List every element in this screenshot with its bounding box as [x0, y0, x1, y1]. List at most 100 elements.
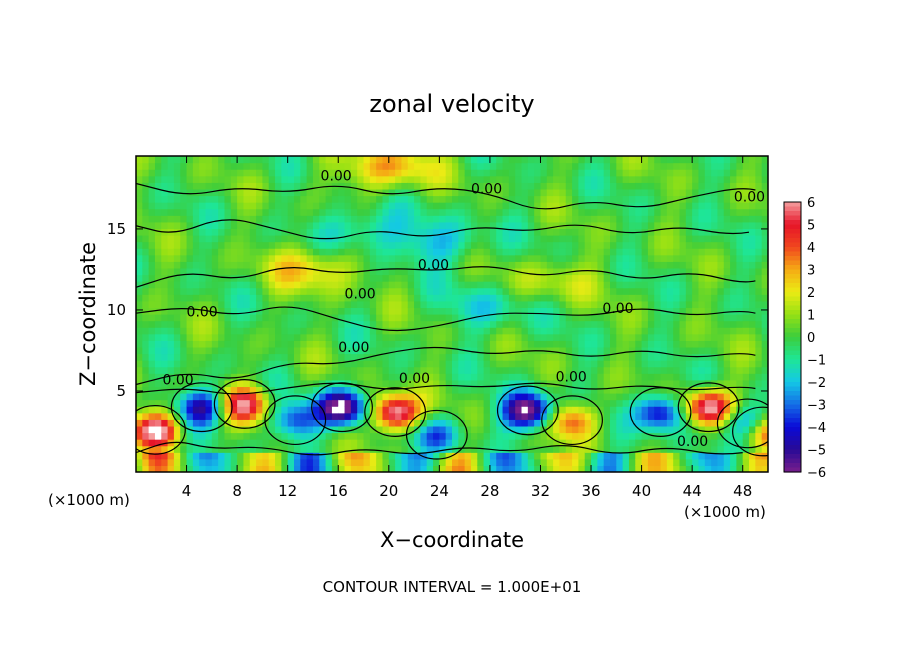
heat-cell: [154, 314, 162, 322]
heat-cell: [167, 327, 175, 335]
heat-cell: [508, 333, 516, 341]
heat-cell: [572, 287, 579, 295]
heat-cell: [711, 419, 719, 427]
colorbar-band: [784, 256, 801, 262]
heat-cell: [312, 379, 320, 388]
heat-cell: [249, 228, 257, 236]
heat-cell: [591, 274, 598, 282]
heat-cell: [331, 425, 339, 434]
heat-cell: [249, 353, 257, 361]
heat-cell: [237, 406, 245, 414]
heat-cell: [243, 208, 251, 216]
heat-cell: [167, 314, 175, 322]
heat-cell: [249, 386, 257, 394]
heat-cell: [199, 274, 207, 282]
heat-cell: [142, 294, 150, 302]
heat-cell: [458, 439, 466, 447]
heat-cell: [698, 439, 706, 447]
heat-cell: [445, 458, 453, 467]
heat-cell: [426, 399, 434, 407]
heat-cell: [186, 254, 194, 262]
heat-cell: [559, 399, 567, 407]
heat-cell: [641, 162, 649, 170]
heat-cell: [426, 281, 434, 289]
heat-cell: [312, 333, 320, 341]
heat-cell: [502, 340, 510, 348]
heat-cell: [376, 379, 384, 388]
heat-cell: [464, 195, 472, 203]
heat-cell: [584, 156, 592, 164]
heat-cell: [369, 327, 377, 335]
heat-cell: [211, 300, 219, 309]
heat-cell: [736, 346, 744, 355]
heat-cell: [325, 314, 333, 322]
colorbar-band: [784, 337, 801, 343]
heat-cell: [527, 195, 535, 203]
heat-cell: [698, 327, 706, 335]
heat-cell: [154, 399, 162, 407]
heat-cell: [635, 215, 643, 223]
heat-cell: [711, 267, 719, 276]
heat-cell: [477, 353, 485, 361]
heat-cell: [167, 412, 175, 420]
heat-cell: [559, 340, 567, 348]
heat-cell: [502, 406, 510, 414]
heat-cell: [723, 399, 731, 407]
heat-cell: [136, 432, 143, 440]
heat-cell: [610, 432, 617, 440]
heat-cell: [458, 241, 466, 249]
heat-cell: [211, 465, 219, 472]
heat-cell: [376, 235, 384, 243]
heat-cell: [249, 221, 257, 230]
heat-cell: [161, 175, 169, 183]
heat-cell: [755, 208, 763, 216]
heat-cell: [704, 406, 712, 414]
heat-cell: [224, 393, 232, 401]
heat-cell: [186, 208, 194, 216]
heat-cell: [407, 346, 415, 355]
heat-cell: [350, 412, 358, 420]
heat-cell: [401, 432, 409, 440]
heat-cell: [622, 300, 630, 309]
heat-cell: [180, 314, 188, 322]
heat-cell: [363, 346, 371, 355]
heat-cell: [388, 267, 396, 276]
heat-cell: [673, 439, 681, 447]
heat-cell: [730, 366, 737, 374]
heat-cell: [540, 307, 548, 315]
heat-cell: [641, 208, 649, 216]
heat-cell: [249, 156, 257, 164]
heat-cell: [692, 412, 700, 420]
heat-cell: [616, 175, 624, 183]
heat-cell: [565, 386, 573, 394]
heat-cell: [597, 202, 605, 210]
heat-cell: [489, 241, 497, 249]
heat-cell: [136, 333, 143, 341]
heat-cell: [704, 412, 712, 420]
heat-cell: [414, 235, 421, 243]
colorbar-tick-label: 1: [807, 309, 815, 324]
heat-cell: [717, 412, 725, 420]
heat-cell: [445, 202, 453, 210]
heat-cell: [521, 175, 529, 183]
heat-cell: [199, 254, 207, 262]
heat-cell: [180, 215, 188, 223]
heat-cell: [458, 419, 466, 427]
heat-cell: [628, 182, 636, 190]
heat-cell: [673, 412, 681, 420]
heat-cell: [635, 208, 643, 216]
heat-cell: [237, 182, 245, 190]
heat-cell: [154, 366, 162, 374]
heat-cell: [730, 254, 737, 262]
heat-cell: [180, 366, 188, 374]
heat-cell: [673, 228, 681, 236]
heat-cell: [426, 169, 434, 177]
heat-cell: [622, 320, 630, 328]
heat-cell: [439, 169, 447, 177]
heat-cell: [407, 274, 415, 282]
heat-cell: [489, 169, 497, 177]
heat-cell: [300, 156, 308, 164]
heat-cell: [749, 254, 756, 262]
heat-cell: [262, 327, 270, 335]
heat-cell: [173, 300, 181, 309]
